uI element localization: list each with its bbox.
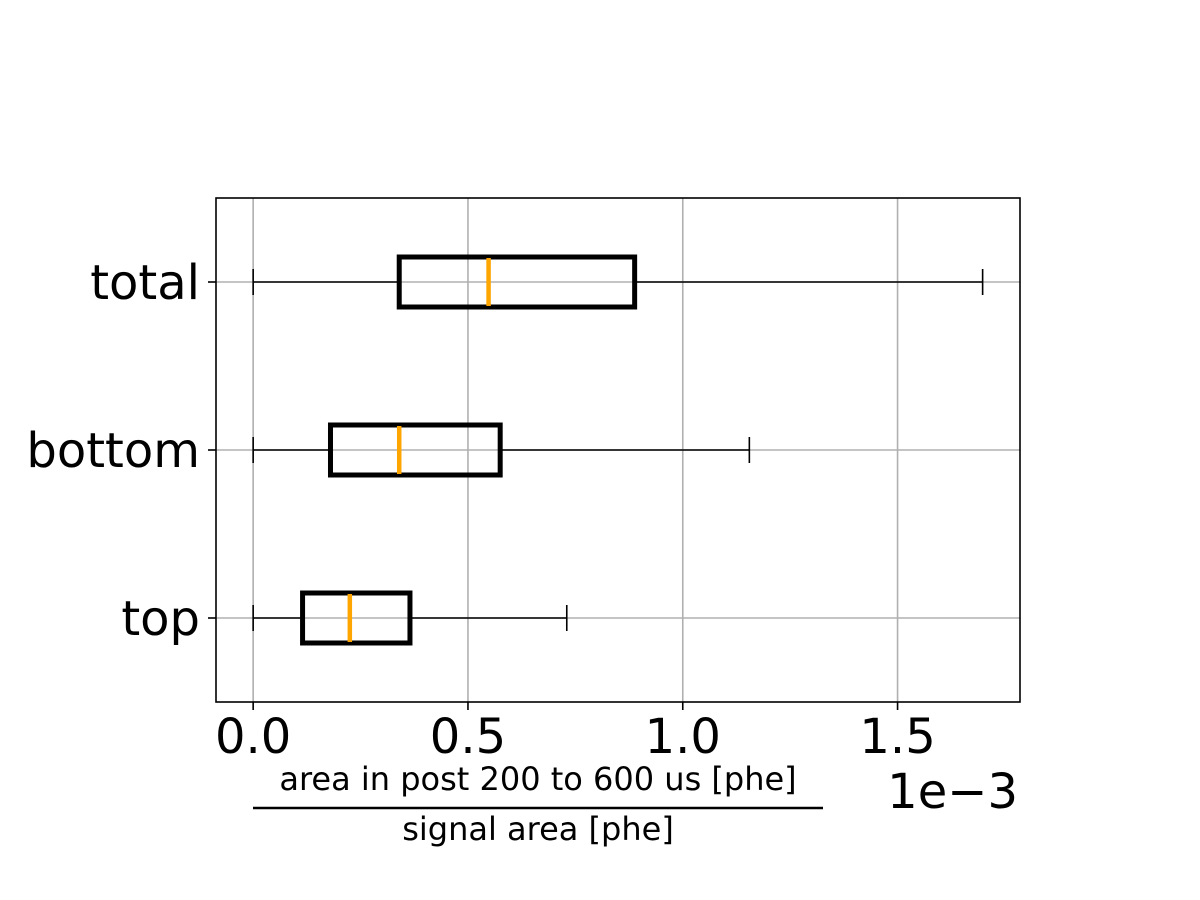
x-offset-text: 1e−3 xyxy=(887,764,1018,820)
iqr-box xyxy=(327,422,503,478)
x-tick-label: 1.0 xyxy=(645,709,721,765)
y-tick-label: bottom xyxy=(26,423,200,479)
box-layer xyxy=(252,254,984,646)
y-tick-label: top xyxy=(121,591,200,647)
box-top xyxy=(252,590,568,646)
y-tick-label: total xyxy=(90,255,200,311)
x-tick-label: 0.0 xyxy=(215,709,291,765)
xlabel-numerator: area in post 200 to 600 us [phe] xyxy=(279,760,796,798)
iqr-box xyxy=(300,590,413,646)
axis-layer: 0.0 0.5 1.0 1.5 top bottom total xyxy=(26,255,935,765)
box-bottom xyxy=(252,422,751,478)
x-tick-label: 1.5 xyxy=(859,709,935,765)
x-tick-label: 0.5 xyxy=(430,709,506,765)
iqr-box xyxy=(396,254,638,310)
xlabel-denominator: signal area [phe] xyxy=(402,810,674,848)
box-total xyxy=(252,254,984,310)
